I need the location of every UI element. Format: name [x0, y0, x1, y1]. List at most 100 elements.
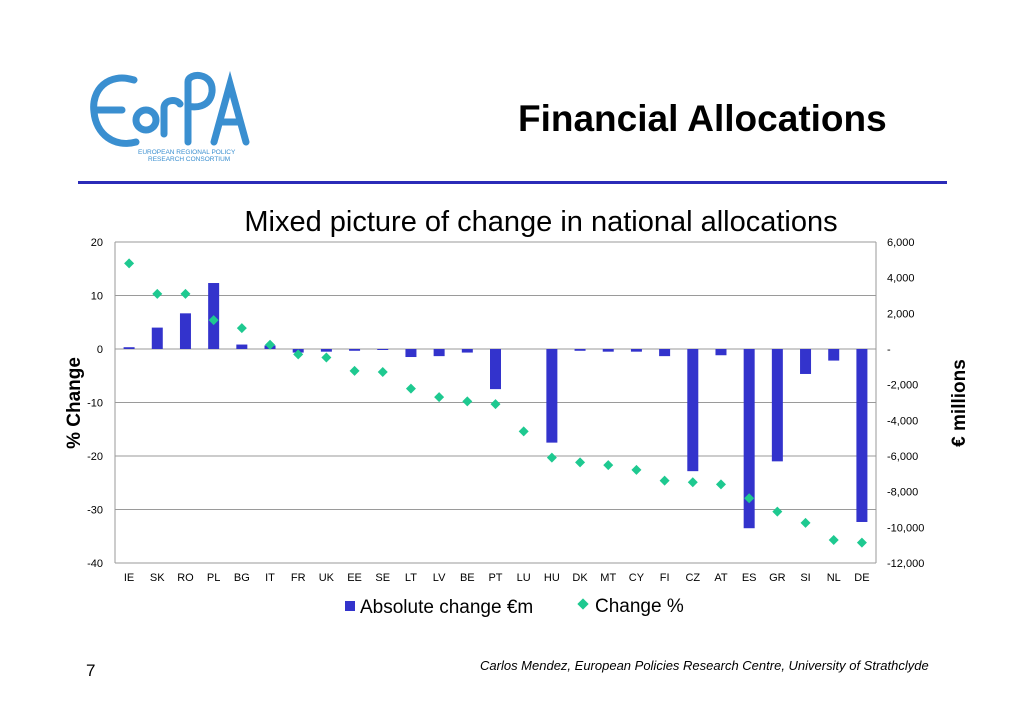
- eorpa-logo-mark: EUROPEAN REGIONAL POLICY RESEARCH CONSOR…: [90, 70, 250, 163]
- logo-line2: RESEARCH CONSORTIUM: [148, 156, 230, 163]
- legend: Absolute change €m Change %: [345, 596, 684, 618]
- data-point: [687, 477, 698, 488]
- bar: [715, 349, 727, 356]
- x-tick-label: IT: [265, 572, 275, 584]
- bar: [659, 349, 671, 357]
- title-divider: [78, 181, 947, 184]
- x-tick-label: HU: [544, 572, 560, 584]
- x-tick-label: LU: [517, 572, 531, 584]
- x-tick-label: FR: [291, 572, 306, 584]
- x-tick-label: RO: [177, 572, 194, 584]
- y-tick-label: -30: [87, 505, 103, 517]
- bar: [743, 349, 755, 529]
- data-point: [856, 537, 867, 548]
- data-point: [180, 288, 191, 299]
- x-tick-label: DE: [854, 572, 869, 584]
- data-point: [265, 339, 276, 350]
- y2-axis-label: € millions: [949, 359, 970, 447]
- bar: [856, 349, 868, 522]
- x-axis-ticks: IE SK RO PL BG IT FR UK EE SE LT LV BE PT LU HU DK MT CY FI…: [124, 572, 870, 584]
- x-tick-label: LT: [405, 572, 417, 584]
- bar: [377, 349, 389, 350]
- bar: [179, 313, 191, 349]
- data-point: [321, 352, 332, 363]
- bar: [461, 349, 473, 353]
- bar: [349, 349, 361, 351]
- data-point: [434, 392, 445, 403]
- data-point: [293, 349, 304, 360]
- logo-line1: EUROPEAN REGIONAL POLICY: [138, 149, 236, 156]
- x-tick-label: BE: [460, 572, 475, 584]
- bar: [800, 349, 812, 374]
- y-axis-label: % Change: [64, 357, 85, 449]
- y-tick-label: 0: [97, 344, 103, 356]
- y2-tick-label: -4,000: [887, 415, 918, 427]
- y-tick-label: 10: [91, 291, 103, 303]
- x-tick-label: NL: [827, 572, 841, 584]
- data-point: [631, 464, 642, 475]
- y2-tick-label: 4,000: [887, 273, 915, 285]
- y2-tick-label: -10,000: [887, 522, 924, 534]
- data-point: [208, 315, 219, 326]
- page-number: 7: [86, 661, 96, 680]
- x-tick-label: AT: [714, 572, 728, 584]
- y2-axis-ticks: 6,000 4,000 2,000 - -2,000 -4,000 -6,000 -8,000…: [887, 237, 924, 570]
- x-tick-label: UK: [319, 572, 335, 584]
- data-point: [800, 517, 811, 528]
- data-point: [405, 383, 416, 394]
- x-tick-label: SI: [800, 572, 810, 584]
- data-point: [546, 452, 557, 463]
- bar: [123, 347, 135, 349]
- bar: [630, 349, 642, 352]
- x-tick-label: BG: [234, 572, 250, 584]
- x-tick-label: MT: [600, 572, 616, 584]
- data-point: [377, 367, 388, 378]
- data-point: [715, 479, 726, 490]
- x-tick-label: DK: [572, 572, 588, 584]
- x-tick-label: CZ: [685, 572, 700, 584]
- bar: [771, 349, 783, 462]
- x-tick-label: ES: [742, 572, 757, 584]
- y-axis-ticks: 20 10 0 -10 -20 -30 -40: [87, 237, 103, 570]
- y2-tick-label: 6,000: [887, 237, 915, 249]
- data-point: [462, 396, 473, 407]
- point-series: [124, 258, 867, 548]
- y2-tick-label: -6,000: [887, 451, 918, 463]
- legend-bar-swatch: [345, 601, 355, 611]
- data-point: [659, 475, 670, 486]
- change-chart: Mixed picture of change in national allo…: [64, 206, 970, 618]
- data-point: [575, 457, 586, 468]
- y-tick-label: -40: [87, 558, 103, 570]
- y2-tick-label: -: [887, 344, 891, 356]
- x-tick-label: SK: [150, 572, 165, 584]
- bar: [687, 349, 699, 472]
- eorpa-logo: EUROPEAN REGIONAL POLICY RESEARCH CONSOR…: [88, 68, 253, 163]
- bar: [574, 349, 586, 351]
- x-tick-label: LV: [433, 572, 446, 584]
- y-tick-label: -10: [87, 398, 103, 410]
- x-tick-label: PL: [207, 572, 220, 584]
- x-tick-label: CY: [629, 572, 645, 584]
- legend-point-label: Change %: [595, 596, 684, 617]
- data-point: [152, 288, 163, 299]
- y2-tick-label: 2,000: [887, 308, 915, 320]
- bar: [490, 349, 501, 390]
- bar: [236, 344, 248, 349]
- bar: [405, 349, 417, 358]
- data-point: [828, 534, 839, 545]
- legend-point-swatch: [577, 598, 589, 610]
- y2-tick-label: -8,000: [887, 487, 918, 499]
- data-point: [124, 258, 135, 269]
- legend-bar-label: Absolute change €m: [360, 597, 533, 618]
- bar: [320, 349, 332, 352]
- bar: [546, 349, 558, 443]
- bar: [151, 327, 163, 349]
- bar: [602, 349, 614, 352]
- data-point: [490, 399, 501, 410]
- bar: [433, 349, 445, 357]
- y-tick-label: 20: [91, 237, 103, 249]
- bar: [828, 349, 840, 361]
- chart-title: Mixed picture of change in national allo…: [244, 206, 837, 238]
- slide-title: Financial Allocations: [518, 98, 887, 139]
- x-tick-label: FI: [660, 572, 670, 584]
